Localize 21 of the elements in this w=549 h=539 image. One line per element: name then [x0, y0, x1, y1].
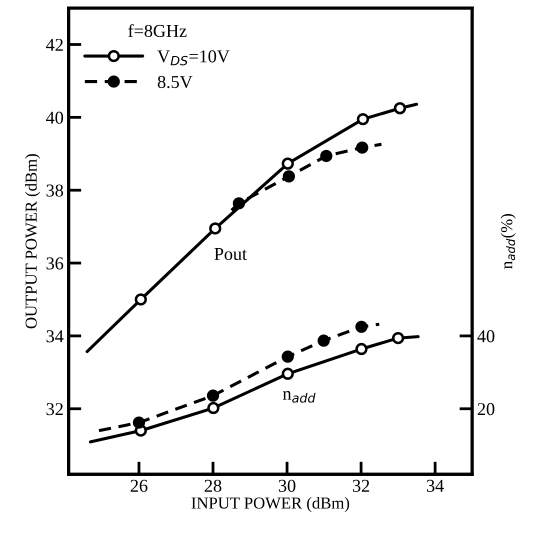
- y-tick-label: 42: [46, 38, 63, 51]
- y2-tick-label: 20: [478, 403, 494, 416]
- x-tick-label: 34: [426, 480, 444, 492]
- y-tick-label: 38: [46, 184, 64, 197]
- legend-label: V$_{DS}$=10V: [157, 50, 230, 66]
- x-tick-label: 30: [278, 480, 296, 492]
- x-tick-label: 28: [204, 480, 222, 492]
- legend-title: f=8GHz: [128, 24, 187, 38]
- legend-label: 8.5V: [158, 76, 193, 88]
- x-tick-label: 32: [352, 480, 370, 492]
- y-tick-label: 32: [46, 403, 63, 416]
- y-axis-title: OUTPUT POWER (dBm): [25, 154, 40, 328]
- y2-axis-title: n$_{add}$(%): [500, 214, 516, 269]
- y-tick-label: 40: [46, 112, 64, 124]
- y-tick-label: 36: [46, 257, 64, 270]
- y-tick-label: 34: [46, 330, 64, 342]
- x-tick-label: 26: [130, 480, 148, 492]
- annotation: n$_{add}$: [282, 391, 316, 403]
- y2-tick-label: 40: [477, 330, 494, 342]
- annotation: Pout: [214, 248, 247, 260]
- x-axis-title: INPUT POWER (dBm): [192, 496, 350, 512]
